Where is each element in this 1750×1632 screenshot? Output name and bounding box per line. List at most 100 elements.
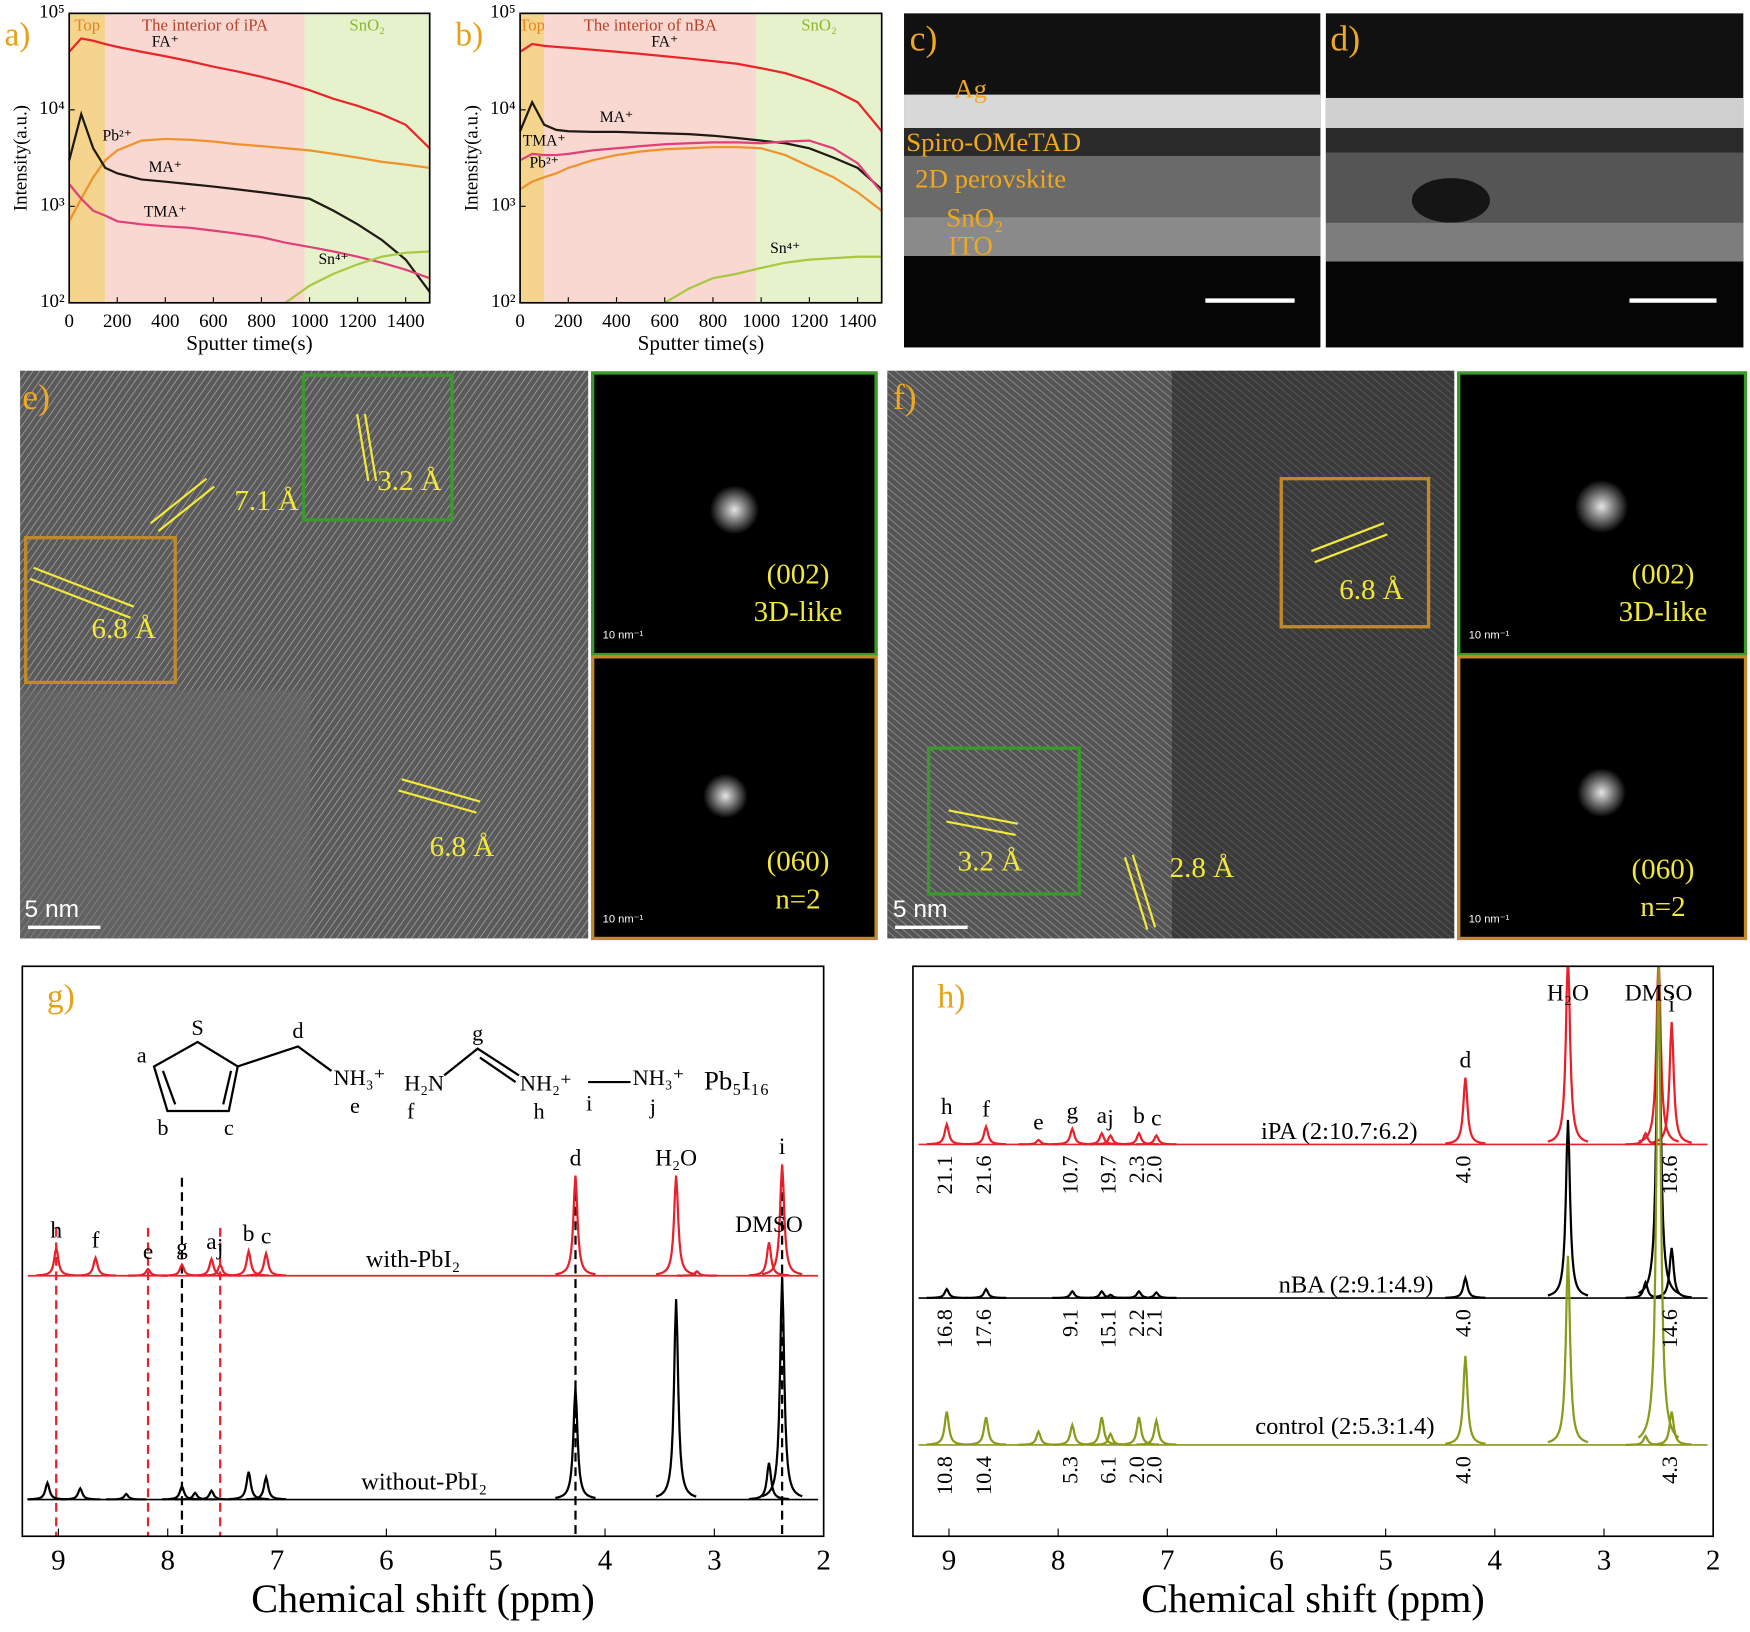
integral-label: 14.6	[1657, 1309, 1682, 1348]
y-tick-label: 10⁵	[490, 2, 516, 23]
peak	[1638, 966, 1680, 1143]
peak	[175, 1491, 216, 1501]
panel-label: e)	[22, 377, 50, 417]
integral-label: 5.3	[1057, 1456, 1082, 1484]
panel-label: c)	[910, 19, 938, 59]
tem-image-e: e) 7.1 Å 3.2 Å 6.8 Å 6.8 Å 5 nm (002) 3D…	[20, 370, 878, 941]
atom-label: NH₃⁺	[633, 1065, 685, 1090]
y-tick-label: 10⁴	[490, 98, 516, 119]
peak	[60, 1486, 101, 1501]
integral-label: 17.6	[971, 1309, 996, 1348]
layer-label: SnO₂	[946, 203, 1003, 233]
peak	[748, 1462, 790, 1501]
series-label: with-PbI₂	[366, 1246, 460, 1273]
atom-label: h	[533, 1098, 544, 1123]
inset-scale: 10 nm⁻¹	[1469, 913, 1510, 925]
peak	[1547, 1255, 1589, 1444]
tem-image-f: f) 6.8 Å 3.2 Å 2.8 Å 5 nm (002) 3D-like …	[887, 370, 1748, 941]
x-tick-label: 9	[942, 1545, 957, 1577]
y-tick-label: 10⁵	[39, 2, 65, 23]
peak	[655, 1299, 697, 1498]
layer-label: 2D perovskite	[915, 164, 1066, 194]
panel-label: g)	[47, 978, 75, 1015]
series-label: Sn⁴⁺	[318, 251, 348, 268]
x-tick-label: 400	[151, 311, 179, 332]
inset-label: 3D-like	[754, 596, 843, 628]
peak	[555, 1388, 596, 1499]
peak	[1445, 1355, 1486, 1445]
atom-label: i	[586, 1091, 592, 1116]
series-line	[664, 255, 882, 304]
atom-label: e	[350, 1093, 360, 1118]
peak	[1118, 1131, 1160, 1146]
atom-label: a	[137, 1043, 147, 1068]
region-label: SnO₂	[801, 16, 837, 35]
peak	[228, 1246, 269, 1277]
x-axis-title: Chemical shift (ppm)	[1141, 1576, 1485, 1621]
peak-label: j	[216, 1234, 224, 1260]
x-tick-label: 4	[1488, 1545, 1503, 1577]
peak	[965, 1123, 1007, 1146]
series-label: Pb²⁺	[103, 128, 132, 145]
integral-label: 15.1	[1096, 1309, 1121, 1348]
integral-label: 18.6	[1657, 1156, 1682, 1195]
peak	[1651, 1247, 1692, 1299]
plot-frame	[68, 12, 431, 304]
peak	[228, 1471, 269, 1501]
series-label: nBA (2:9.1:4.9)	[1279, 1272, 1434, 1299]
x-axis-title: Chemical shift (ppm)	[251, 1576, 595, 1621]
integral-label: 2.0	[1141, 1456, 1166, 1484]
peak-label: a	[1097, 1103, 1108, 1129]
x-tick-label: 600	[651, 311, 679, 332]
peak	[676, 1269, 717, 1277]
integral-label: 2.1	[1141, 1309, 1166, 1337]
atom-label: NH₃⁺	[333, 1065, 385, 1090]
x-tick-label: 2	[1706, 1545, 1721, 1577]
peak	[1081, 1416, 1122, 1446]
peak-label: g	[176, 1234, 188, 1260]
layer-label: Spiro-OMeTAD	[906, 127, 1081, 157]
sem-image-d: d)	[1325, 13, 1744, 348]
atom-label: g	[472, 1020, 483, 1045]
peak	[965, 1416, 1007, 1446]
peak-label: DMSO	[735, 1212, 803, 1238]
peak	[1625, 1131, 1666, 1146]
inset-scale: 10 nm⁻¹	[603, 913, 644, 925]
peak	[127, 1267, 169, 1277]
series-line	[68, 37, 431, 150]
x-tick-label: 1400	[839, 311, 877, 332]
peak	[245, 1473, 287, 1501]
peak	[27, 1479, 68, 1501]
molecule-labels: S a b c d NH₃⁺ e H₂N f g NH₂⁺ h i NH₃⁺ j…	[137, 1015, 769, 1140]
peak	[1052, 1125, 1093, 1146]
inset-label: n=2	[775, 883, 820, 915]
peak	[748, 1242, 790, 1277]
x-tick-label: 5	[1378, 1545, 1393, 1577]
peak	[1625, 1279, 1666, 1299]
integral-label: 10.4	[971, 1456, 996, 1495]
x-tick-label: 1200	[790, 311, 828, 332]
plot-frame	[912, 965, 1715, 1538]
x-tick-label: 7	[1160, 1545, 1175, 1577]
peak-label: H₂O	[655, 1145, 697, 1171]
peak-label: d	[570, 1145, 582, 1171]
series-label: TMA⁺	[523, 132, 566, 149]
integral-label: 19.7	[1096, 1156, 1121, 1195]
peak	[1638, 966, 1680, 1295]
series-line	[519, 99, 883, 191]
x-tick-label: 800	[699, 311, 727, 332]
spacing-label: 2.8 Å	[1170, 852, 1235, 884]
peak	[1651, 1021, 1692, 1144]
peak-label: H₂O	[1547, 981, 1589, 1007]
inset-label: (060)	[767, 846, 830, 878]
y-tick-label: 10²	[491, 291, 516, 312]
x-tick-label: 1000	[291, 311, 329, 332]
inset-scale: 10 nm⁻¹	[603, 630, 644, 642]
atom-label: d	[292, 1018, 303, 1043]
atom-label: f	[407, 1098, 415, 1123]
spacing-label: 3.2 Å	[377, 465, 442, 497]
x-tick-label: 8	[1051, 1545, 1066, 1577]
spacing-label: 6.8 Å	[1339, 574, 1404, 606]
region-label: The interior of nBA	[584, 16, 717, 35]
inset-scale: 10 nm⁻¹	[1469, 630, 1510, 642]
